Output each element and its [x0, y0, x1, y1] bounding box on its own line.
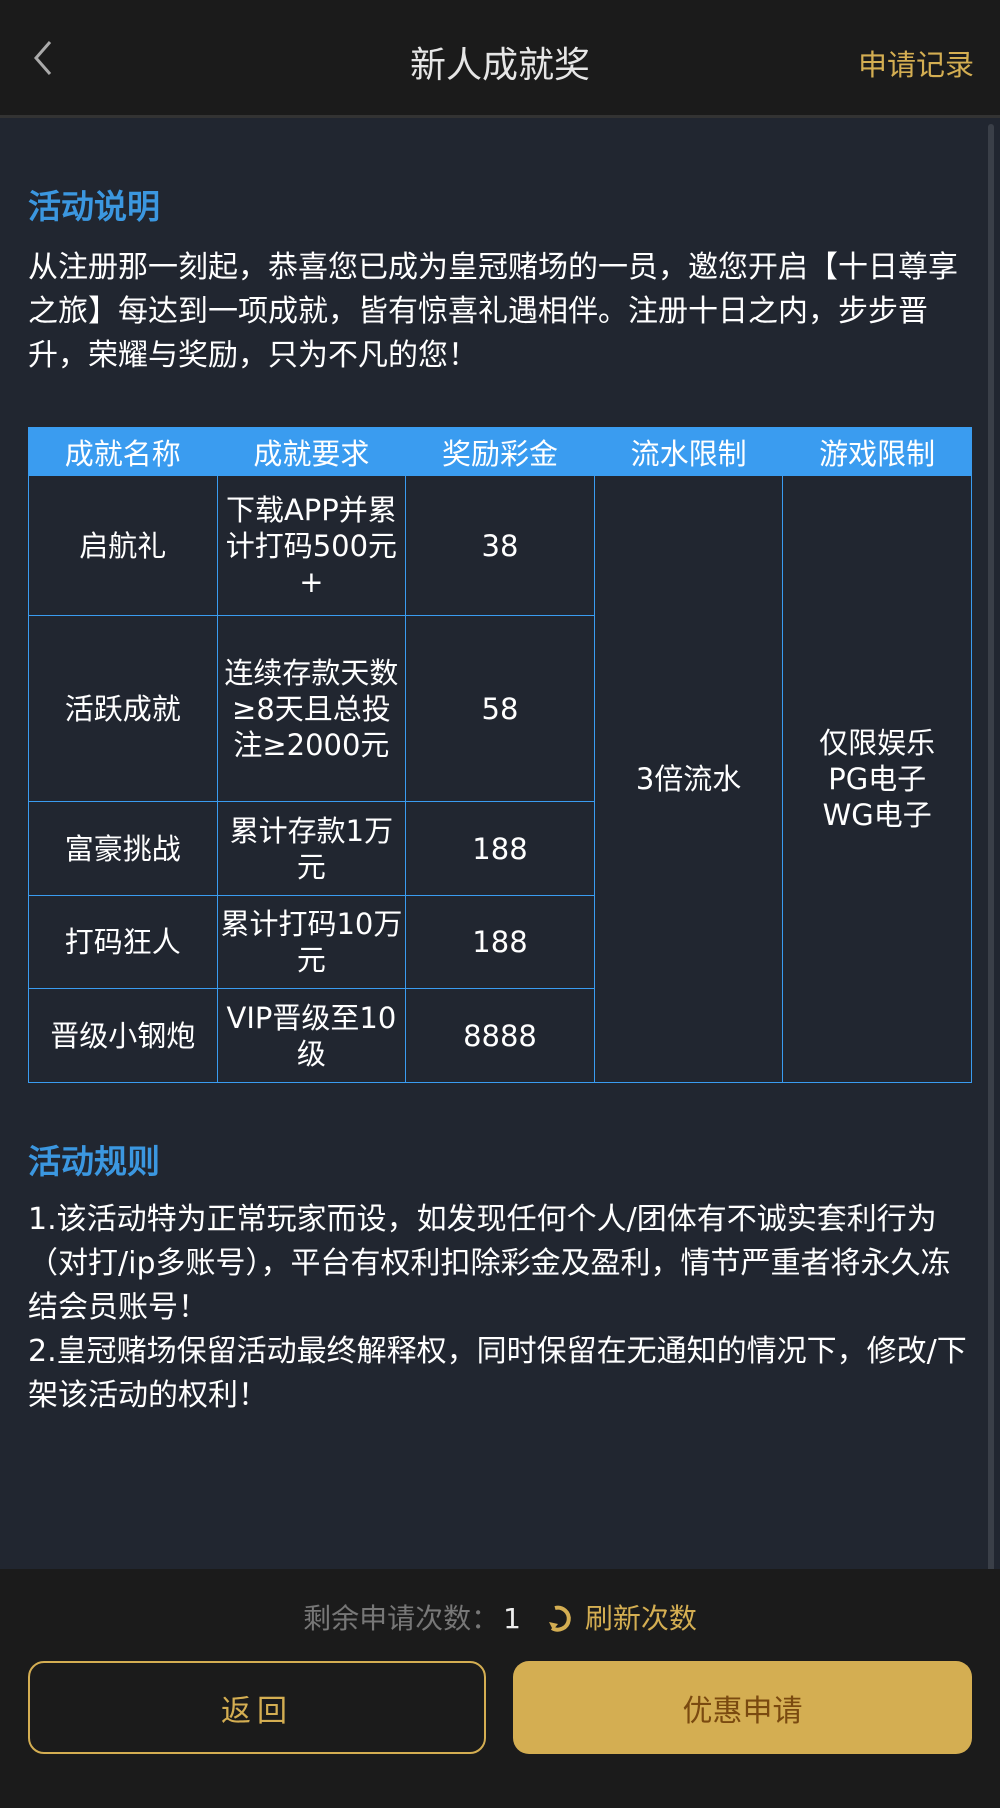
col-header: 奖励彩金 [405, 427, 595, 476]
apply-button[interactable]: 优惠申请 [513, 1661, 972, 1754]
table-row: 晋级小钢炮 VIP晋级至10级 8888 [28, 988, 972, 1083]
remaining-count: 1 [503, 1602, 521, 1635]
achievement-name: 启航礼 [28, 475, 218, 616]
page-title: 新人成就奖 [409, 45, 590, 86]
turnover-limit: 3倍流水 [593, 475, 784, 1083]
table-row: 打码狂人 累计打码10万元 188 [28, 895, 972, 989]
rule-item: 2.皇冠赌场保留活动最终解释权，同时保留在无通知的情况下，修改/下架该活动的权利… [28, 1334, 967, 1413]
table-row: 启航礼 下载APP并累计打码500元+ 38 3倍流水 仅限娱乐 PG电子 WG… [28, 475, 972, 1083]
game-limit: 仅限娱乐 PG电子 WG电子 [782, 475, 972, 1083]
refresh-button[interactable]: 刷新次数 [544, 1602, 697, 1635]
achievement-bonus: 58 [405, 615, 595, 802]
table-row: 活跃成就 连续存款天数≥8天且总投注≥2000元 58 [28, 615, 972, 802]
refresh-label: 刷新次数 [584, 1602, 697, 1635]
remaining-count-row: 剩余申请次数： 1 刷新次数 [0, 1597, 1000, 1637]
achievement-requirement: 下载APP并累计打码500元+ [216, 475, 407, 616]
achievement-requirement: 累计打码10万元 [216, 895, 407, 989]
rule-item: 1.该活动特为正常玩家而设，如发现任何个人/团体有不诚实套利行为（对打/ip多账… [28, 1202, 951, 1325]
achievement-name: 富豪挑战 [28, 801, 218, 896]
rules-heading: 活动规则 [28, 1142, 160, 1181]
achievement-bonus: 8888 [405, 988, 595, 1083]
achievement-name: 晋级小钢炮 [28, 988, 218, 1083]
game-limit-line: PG电子 [828, 762, 927, 796]
bottom-bar: 剩余申请次数： 1 刷新次数 返回 优惠申请 [0, 1569, 1000, 1808]
scrollbar[interactable] [988, 124, 994, 1594]
records-link[interactable]: 申请记录 [857, 48, 974, 82]
achievement-name: 打码狂人 [28, 895, 218, 989]
description-heading: 活动说明 [28, 187, 160, 226]
remaining-label: 剩余申请次数： [303, 1602, 500, 1635]
chevron-left-icon[interactable] [28, 36, 68, 80]
col-header: 成就名称 [28, 427, 218, 476]
achievement-requirement: 连续存款天数≥8天且总投注≥2000元 [216, 615, 407, 802]
achievement-bonus: 188 [405, 895, 595, 989]
table-row: 富豪挑战 累计存款1万元 188 [28, 801, 972, 896]
col-header: 流水限制 [593, 427, 784, 476]
back-button[interactable]: 返回 [28, 1661, 486, 1754]
refresh-icon [548, 1605, 571, 1632]
achievement-requirement: 累计存款1万元 [216, 801, 407, 896]
game-limit-line: 仅限娱乐 [819, 726, 936, 760]
rules-list: 1.该活动特为正常玩家而设，如发现任何个人/团体有不诚实套利行为（对打/ip多账… [28, 1198, 978, 1418]
top-bar: 新人成就奖 申请记录 [0, 0, 1000, 118]
achievement-name: 活跃成就 [28, 615, 218, 802]
achievement-bonus: 188 [405, 801, 595, 896]
col-header: 游戏限制 [782, 427, 972, 476]
description-text: 从注册那一刻起，恭喜您已成为皇冠赌场的一员，邀您开启【十日尊享之旅】每达到一项成… [28, 250, 958, 373]
game-limit-line: WG电子 [822, 798, 932, 832]
achievement-requirement: VIP晋级至10级 [216, 988, 407, 1083]
achievement-bonus: 38 [405, 475, 595, 616]
col-header: 成就要求 [216, 427, 407, 476]
achievement-table: 成就名称 成就要求 奖励彩金 流水限制 游戏限制 启航礼 下载APP并累计打码5… [28, 427, 972, 1083]
